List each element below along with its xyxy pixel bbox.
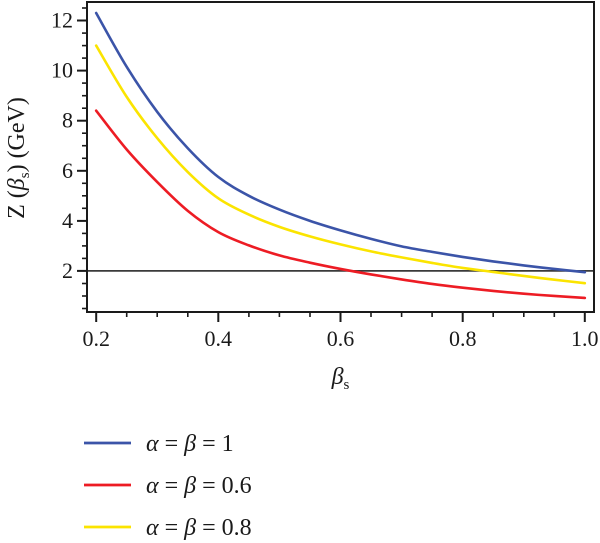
curve-series-0 xyxy=(94,11,587,274)
y-tick-label: 10 xyxy=(51,58,73,83)
y-tick-label: 4 xyxy=(62,208,73,233)
x-tick-label: 0.8 xyxy=(449,326,477,351)
x-tick-label: 0.4 xyxy=(205,326,233,351)
legend-label: α = β = 0.8 xyxy=(146,515,252,541)
y-tick-label: 6 xyxy=(62,158,73,183)
x-axis: 0.2 0.4 0.6 0.8 1.0 xyxy=(82,312,599,351)
y-tick-label: 8 xyxy=(62,108,73,133)
legend-label: α = β = 0.6 xyxy=(146,473,252,499)
y-axis-title: Z (βs) (GeV) xyxy=(4,97,33,219)
y-tick-label: 12 xyxy=(51,8,73,33)
legend: α = β = 1 α = β = 0.6 α = β = 0.8 xyxy=(84,431,252,541)
y-tick-label: 2 xyxy=(62,258,73,283)
x-tick-label: 0.2 xyxy=(82,326,110,351)
legend-item-0: α = β = 1 xyxy=(84,431,234,457)
x-tick-label: 1.0 xyxy=(571,326,599,351)
x-tick-label: 0.6 xyxy=(327,326,355,351)
y-axis: 2 4 6 8 10 12 xyxy=(51,7,87,310)
curves xyxy=(94,11,587,300)
legend-item-1: α = β = 0.6 xyxy=(84,473,252,499)
legend-item-2: α = β = 0.8 xyxy=(84,515,252,541)
x-axis-title: βs xyxy=(331,364,350,393)
curve-series-2 xyxy=(94,44,587,285)
curve-series-1 xyxy=(94,109,587,300)
legend-label: α = β = 1 xyxy=(146,431,234,457)
